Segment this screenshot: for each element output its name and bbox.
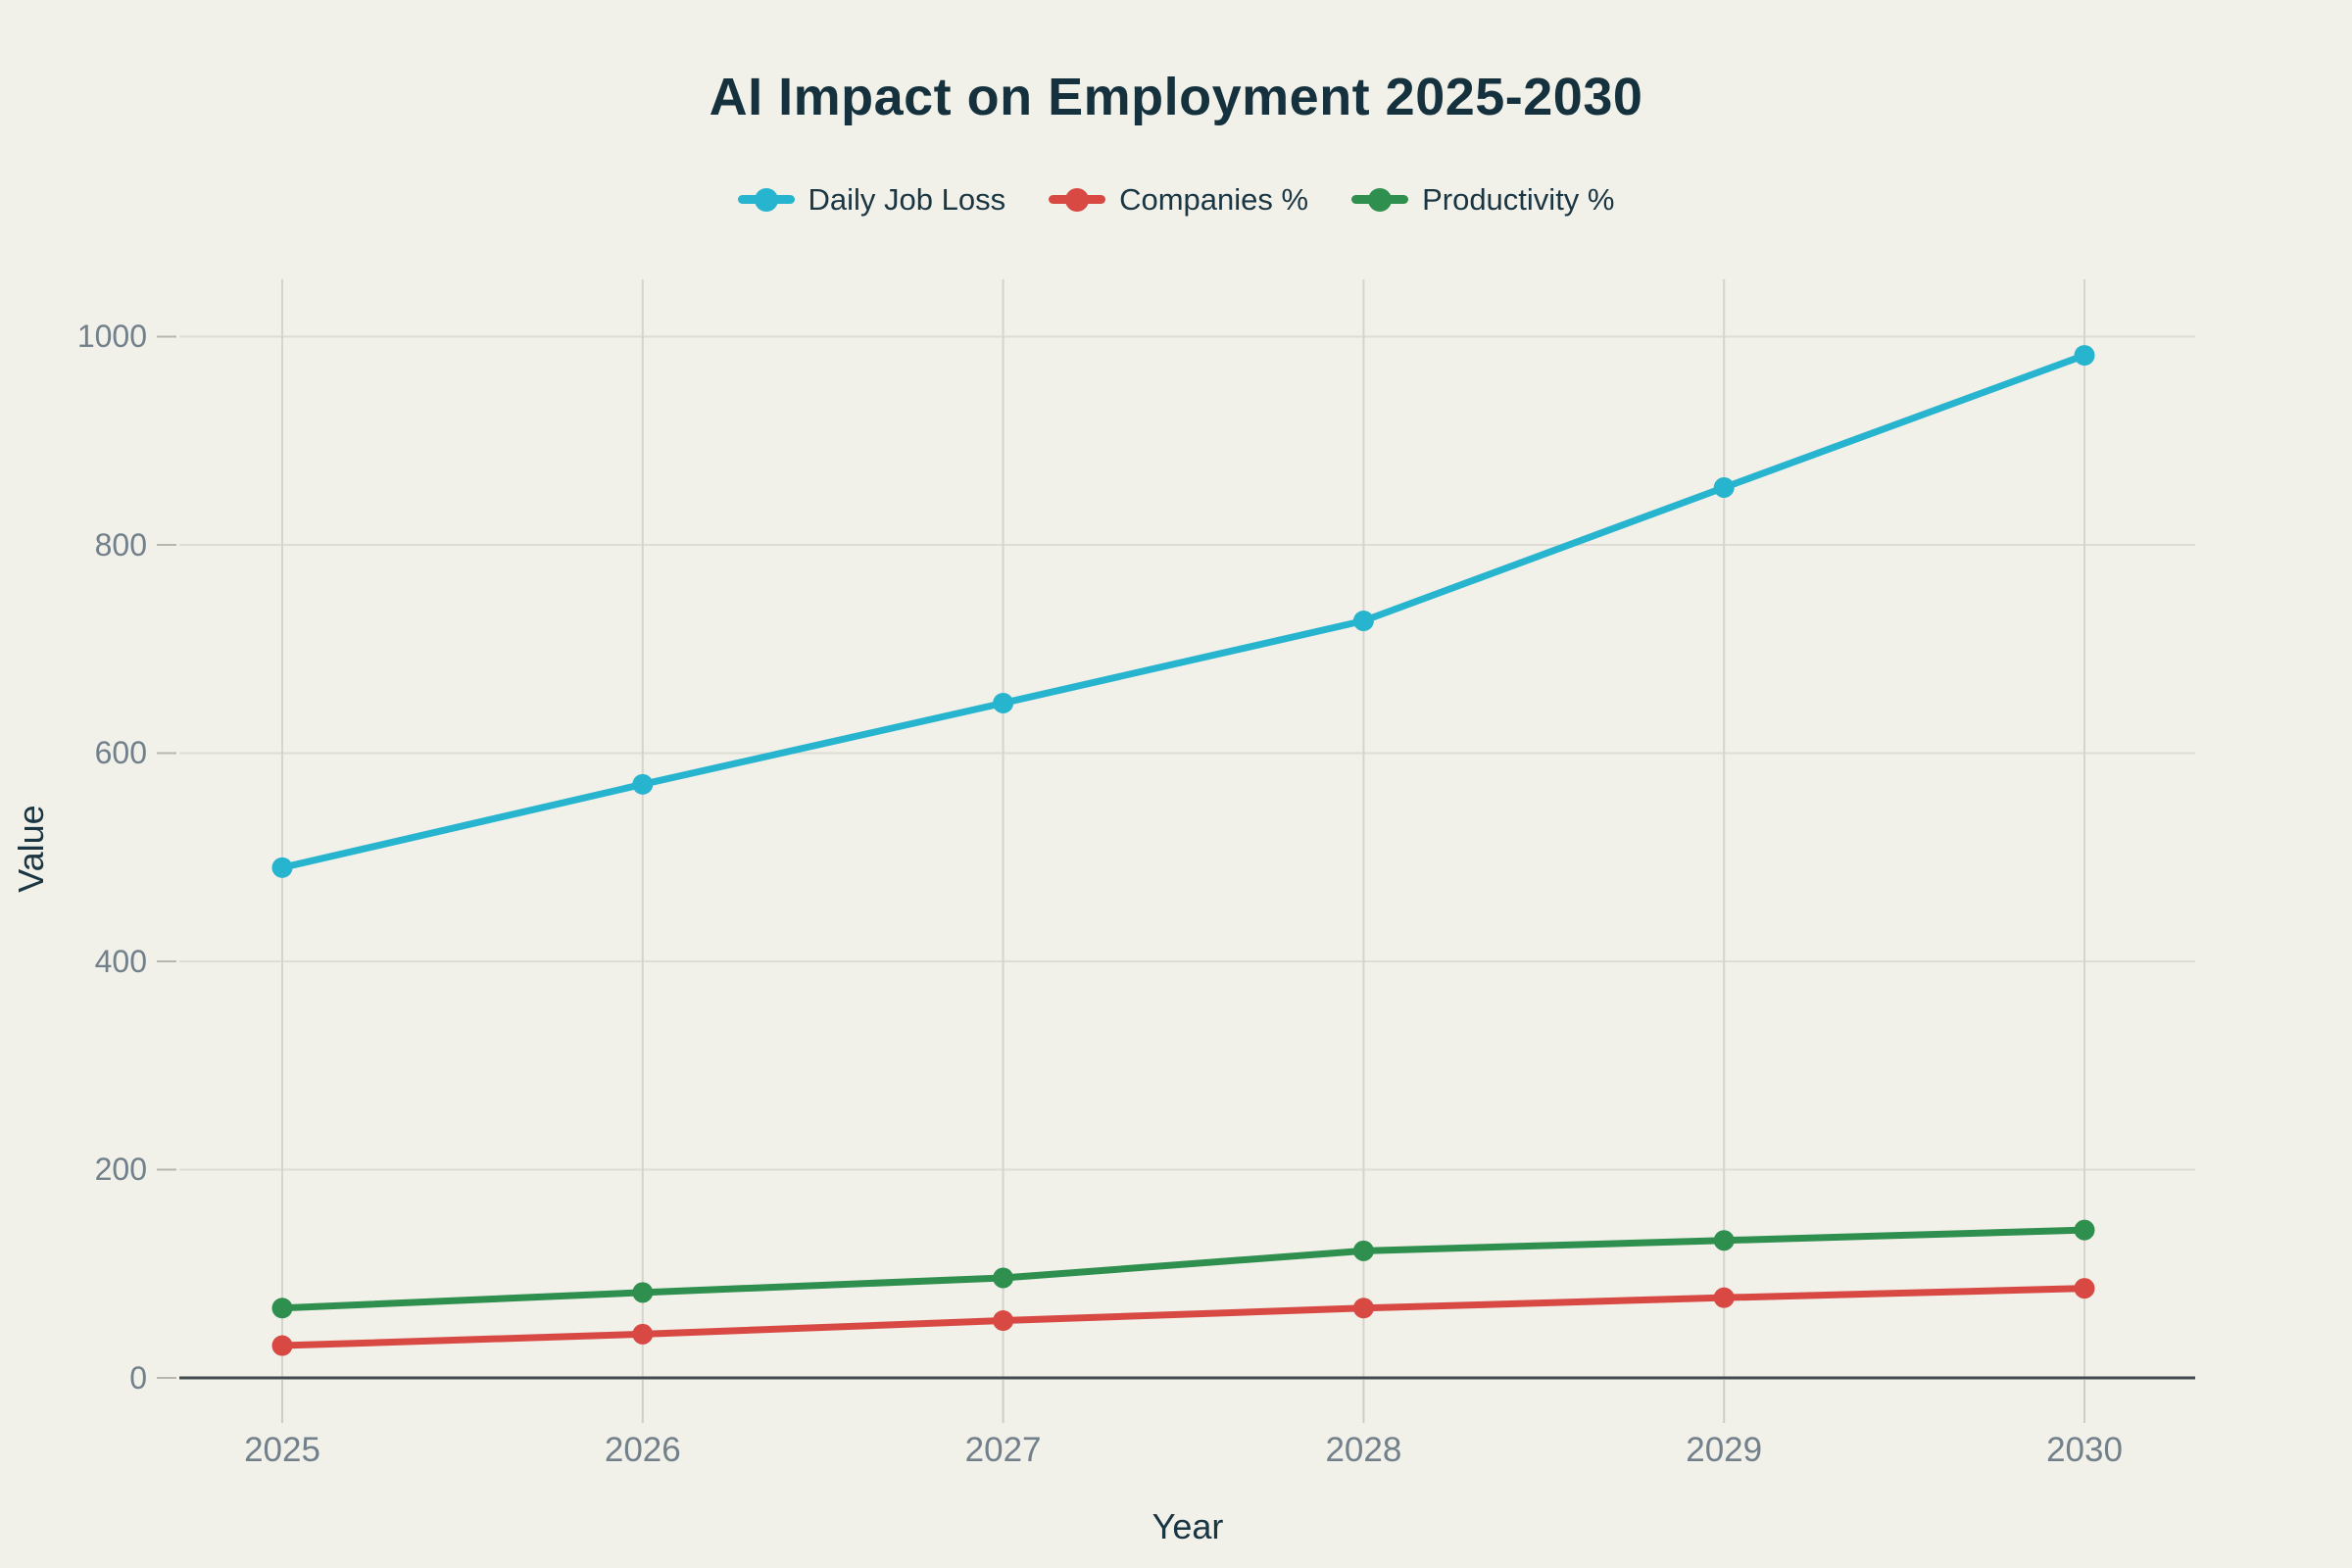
legend-line-marker-icon (737, 187, 795, 212)
y-tick-label: 200 (94, 1152, 147, 1188)
data-point-2-1 (632, 1282, 654, 1303)
x-tick-label: 2027 (964, 1431, 1042, 1469)
series-line-0 (278, 352, 2088, 871)
legend-item-companies-pct: Companies % (1049, 184, 1308, 215)
legend-dot-icon (1065, 187, 1090, 212)
data-point-0-4 (1713, 477, 1735, 499)
data-point-2-5 (2074, 1219, 2095, 1241)
data-point-1-4 (1713, 1287, 1735, 1308)
legend-label: Productivity % (1422, 182, 1615, 217)
data-point-2-4 (1713, 1230, 1735, 1251)
data-point-2-0 (271, 1298, 293, 1319)
y-tick-label: 1000 (76, 318, 147, 355)
data-point-1-0 (271, 1335, 293, 1356)
legend-dot-icon (754, 187, 778, 212)
y-tick-label: 0 (129, 1360, 147, 1396)
legend-line-marker-icon (1351, 187, 1409, 212)
legend-label: Daily Job Loss (808, 182, 1006, 217)
data-point-1-1 (632, 1323, 654, 1345)
data-point-1-3 (1352, 1298, 1374, 1319)
data-point-1-2 (993, 1310, 1014, 1332)
data-point-2-3 (1352, 1240, 1374, 1261)
series-line-2 (278, 1226, 2088, 1312)
y-tick-label: 600 (94, 735, 147, 771)
legend-line-marker-icon (1049, 187, 1106, 212)
legend-dot-icon (1368, 187, 1393, 212)
data-point-0-1 (632, 773, 654, 795)
y-tick-label: 400 (94, 943, 147, 979)
chart-title: AI Impact on Employment 2025-2030 (709, 68, 1643, 126)
data-point-0-3 (1352, 611, 1374, 632)
data-point-0-2 (993, 692, 1014, 713)
data-point-0-5 (2074, 345, 2095, 367)
series-line-1 (278, 1285, 2088, 1349)
y-tick-label: 800 (94, 526, 147, 563)
legend-label: Companies % (1119, 182, 1309, 217)
x-tick-label: 2026 (604, 1431, 681, 1469)
data-point-2-2 (993, 1267, 1014, 1289)
x-tick-label: 2025 (244, 1431, 320, 1469)
legend: Daily Job Loss Companies % Productivity … (0, 184, 2352, 215)
legend-item-daily-job-loss: Daily Job Loss (737, 182, 1006, 217)
data-point-1-5 (2074, 1278, 2095, 1299)
x-tick-label: 2030 (2046, 1431, 2123, 1469)
data-point-0-0 (271, 857, 293, 878)
legend-item-productivity-pct: Productivity % (1351, 184, 1614, 215)
x-tick-label: 2029 (1686, 1431, 1763, 1469)
x-tick-label: 2028 (1325, 1431, 1402, 1469)
x-axis-title: Year (1152, 1506, 1224, 1546)
